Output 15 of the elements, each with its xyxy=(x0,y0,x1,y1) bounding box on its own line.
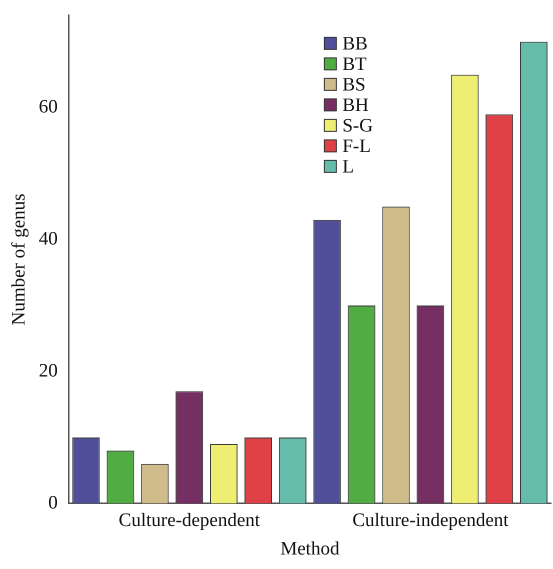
y-tick-label: 40 xyxy=(38,228,58,250)
x-tick-label: Culture-independent xyxy=(352,510,510,531)
legend-label: BS xyxy=(342,74,366,96)
y-tick-label: 60 xyxy=(38,96,58,118)
legend-label: BB xyxy=(342,33,368,54)
legend-label: L xyxy=(342,156,354,178)
y-axis-title: Number of genus xyxy=(8,193,30,326)
y-tick-label: 20 xyxy=(38,360,58,382)
legend-label: S-G xyxy=(342,115,374,136)
x-axis-title: Method xyxy=(280,538,340,560)
legend-label: BT xyxy=(342,54,368,75)
y-tick-label: 0 xyxy=(48,492,58,514)
x-tick-label: Culture-dependent xyxy=(118,510,261,531)
legend-label: F-L xyxy=(342,136,371,157)
legend-label: BH xyxy=(342,94,370,116)
